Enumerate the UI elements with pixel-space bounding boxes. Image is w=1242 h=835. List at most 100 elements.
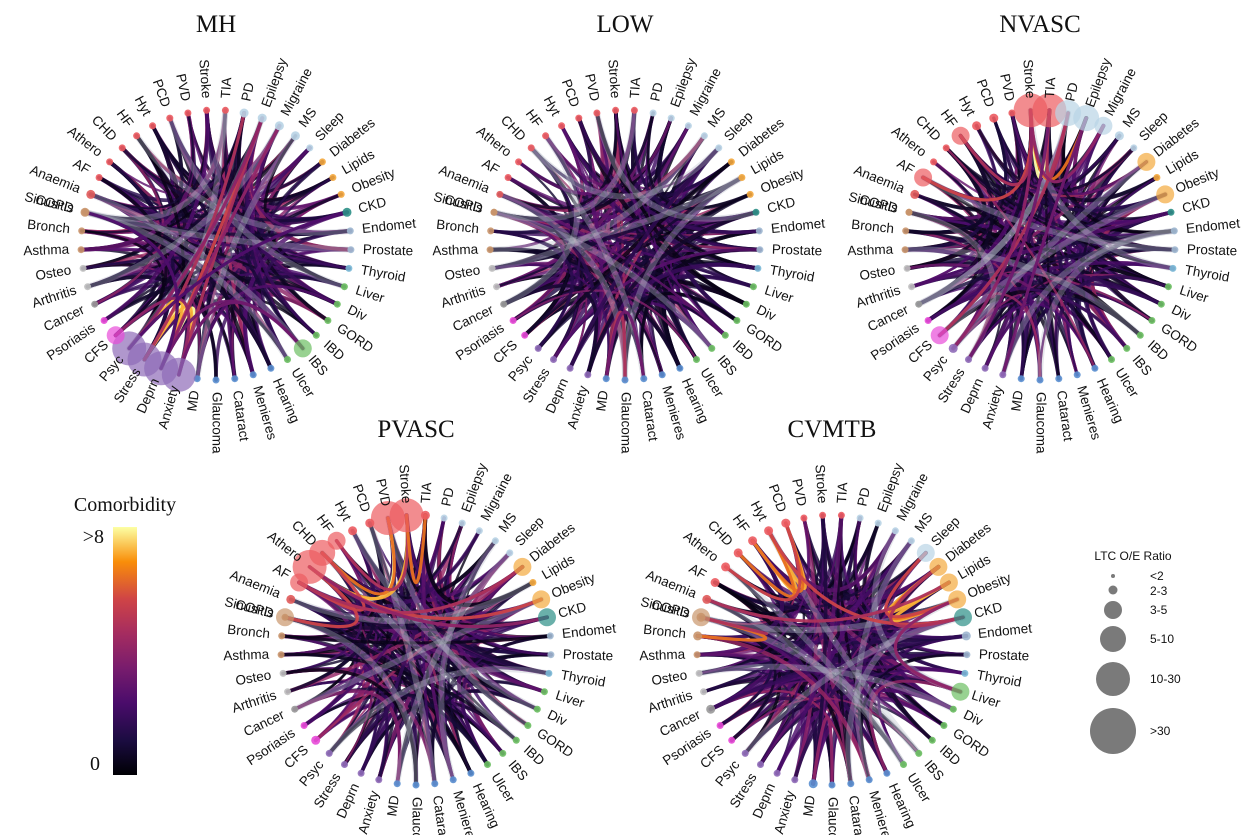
condition-label: Prostate: [772, 242, 823, 259]
condition-node: [754, 264, 762, 272]
condition-node: [329, 174, 337, 181]
condition-node: [346, 227, 354, 235]
chord: [854, 537, 915, 783]
condition-label: PVD: [997, 72, 1017, 103]
condition-label: Endomet: [361, 216, 417, 237]
condition-node: [908, 283, 916, 291]
condition-node: [748, 536, 758, 546]
condition-label: Bronch: [227, 622, 271, 641]
chord: [1029, 108, 1105, 184]
condition-node: [593, 109, 601, 117]
chord: [280, 634, 552, 645]
condition-node: [757, 761, 764, 768]
condition-node: [914, 168, 933, 187]
chord: [491, 209, 715, 352]
condition-node: [756, 246, 764, 254]
condition-label: CKD: [973, 599, 1005, 621]
highlight-chords: [696, 521, 965, 787]
condition-node: [184, 109, 192, 117]
condition-node: [706, 704, 716, 714]
condition-node: [533, 705, 541, 713]
condition-node: [819, 511, 827, 519]
condition-node: [752, 208, 760, 216]
condition-node: [284, 688, 292, 696]
chord: [742, 614, 966, 757]
condition-node: [915, 749, 923, 757]
condition-label: AF: [686, 561, 708, 583]
condition-node: [546, 632, 554, 640]
condition-node: [684, 122, 692, 130]
condition-node: [309, 539, 336, 566]
condition-label: MD: [184, 389, 202, 412]
condition-label: Bronch: [27, 217, 71, 236]
condition-node: [504, 174, 512, 181]
highlight-chords: [604, 310, 646, 382]
condition-node: [951, 126, 970, 145]
condition-node: [279, 669, 287, 677]
condition-node: [910, 189, 920, 199]
chord: [975, 124, 1136, 193]
condition-label: Osteo: [858, 262, 896, 283]
condition-node: [534, 344, 542, 352]
condition-label: Anxiety: [979, 384, 1006, 431]
chord: [291, 596, 545, 713]
condition-label: TIA: [218, 77, 234, 99]
condition-node: [667, 114, 675, 122]
condition-label: Glaucoma: [618, 392, 633, 454]
chord: [907, 210, 982, 322]
chord: [491, 107, 638, 222]
size-legend-title: LTC O/E Ratio: [1094, 549, 1171, 563]
condition-node: [77, 246, 85, 254]
condition-label: Sinusitis: [432, 189, 485, 216]
condition-node: [1156, 185, 1175, 204]
chord: [349, 527, 541, 713]
condition-node: [493, 283, 501, 291]
condition-label: PCD: [350, 482, 374, 514]
chord: [283, 565, 359, 629]
condition-label: Sinusitis: [847, 189, 900, 216]
condition-node: [930, 326, 949, 345]
chord: [893, 597, 962, 694]
chord: [921, 175, 1143, 338]
chord: [422, 513, 535, 608]
condition-node: [1108, 356, 1115, 363]
condition-node: [566, 364, 574, 372]
chord: [84, 122, 283, 290]
condition-label: MS: [496, 510, 520, 535]
condition-node: [658, 371, 666, 379]
condition-node: [291, 705, 299, 713]
chord: [127, 210, 349, 350]
condition-node: [755, 227, 763, 235]
condition-node: [249, 371, 257, 379]
chord: [860, 653, 968, 781]
condition-label: Div: [545, 707, 569, 729]
condition-node: [981, 364, 989, 372]
condition-label: IBS: [921, 757, 946, 783]
condition-node: [773, 769, 781, 777]
condition-label: Anxiety: [564, 384, 591, 431]
condition-label: Endomet: [561, 621, 617, 642]
condition-label: IBS: [1129, 352, 1154, 378]
chord: [902, 246, 1144, 339]
highlight-chords: [283, 513, 549, 629]
chord: [114, 296, 191, 377]
chord: [492, 111, 655, 221]
condition-node: [484, 761, 491, 768]
condition-label: IBD: [1145, 337, 1172, 363]
colorbar: Comorbidity >8 0: [74, 494, 176, 775]
condition-label: PD: [854, 486, 873, 508]
condition-node: [961, 669, 969, 677]
chord: [869, 679, 962, 775]
condition-node: [1036, 376, 1044, 384]
condition-label: Liver: [554, 687, 587, 710]
condition-node: [640, 375, 648, 383]
condition-label: HF: [730, 512, 753, 535]
condition-label: Stroke: [605, 59, 623, 99]
condition-node: [1130, 144, 1138, 152]
condition-node: [300, 722, 308, 729]
condition-label: IBD: [321, 337, 348, 363]
condition-node: [95, 174, 103, 181]
condition-label: AF: [270, 561, 292, 583]
condition-node: [738, 174, 746, 181]
panel-title: NVASC: [999, 11, 1081, 38]
